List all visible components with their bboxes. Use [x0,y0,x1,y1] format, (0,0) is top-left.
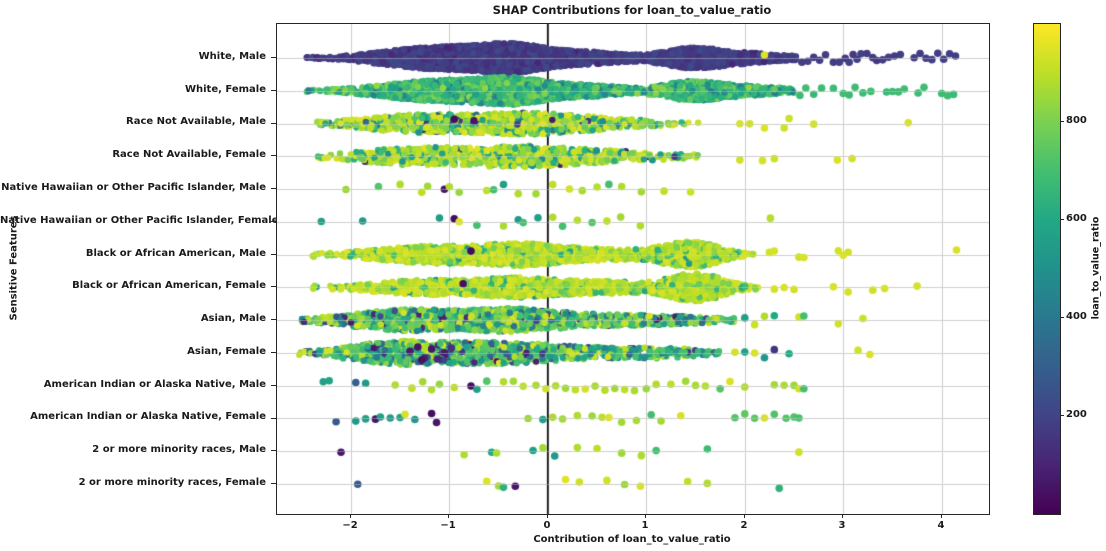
plot-area [276,23,990,515]
y-tick-mark [271,123,276,124]
y-tick-mark [271,352,276,353]
chart-title: SHAP Contributions for loan_to_value_rat… [492,3,772,17]
x-tick-mark [744,514,745,518]
y-tick-mark [271,90,276,91]
y-tick-mark [271,385,276,386]
x-tick-mark [547,514,548,518]
colorbar-tick-label: 600 [1066,213,1087,224]
category-label: Asian, Female [187,346,266,357]
x-tick-mark [448,514,449,518]
category-label: Race Not Available, Female [112,149,266,160]
x-tick-mark [842,514,843,518]
colorbar-tick-label: 800 [1066,115,1087,126]
y-tick-mark [271,188,276,189]
x-tick-label: 1 [641,520,649,531]
x-tick-label: −1 [440,520,456,531]
y-tick-mark [271,319,276,320]
x-tick-label: 4 [937,520,945,531]
colorbar-label: loan_to_value_ratio [1090,216,1102,320]
category-label: American Indian or Alaska Native, Female [30,411,266,422]
colorbar-gradient [1033,23,1061,515]
colorbar-tick-label: 400 [1066,311,1087,322]
beeswarm-canvas [277,24,989,514]
category-label: Native Hawaiian or Other Pacific Islande… [0,215,279,226]
y-tick-mark [271,57,276,58]
y-axis-label: Sensitive Features [8,215,20,321]
x-tick-mark [350,514,351,518]
y-tick-mark [271,254,276,255]
category-label: 2 or more minority races, Male [92,444,266,455]
category-label: Black or African American, Female [72,280,266,291]
x-tick-mark [941,514,942,518]
colorbar-tick-mark [1060,121,1064,122]
category-label: 2 or more minority races, Female [78,477,266,488]
y-tick-mark [271,221,276,222]
category-label: Black or African American, Male [85,248,266,259]
y-tick-mark [271,483,276,484]
x-tick-mark [645,514,646,518]
category-label: Asian, Male [200,313,266,324]
category-label: American Indian or Alaska Native, Male [43,379,266,390]
x-tick-label: 0 [543,520,551,531]
colorbar-tick-mark [1060,317,1064,318]
x-tick-label: 3 [838,520,846,531]
colorbar-tick-mark [1060,415,1064,416]
y-tick-mark [271,450,276,451]
category-label: Native Hawaiian or Other Pacific Islande… [1,182,266,193]
y-tick-mark [271,286,276,287]
category-label: White, Female [184,84,266,95]
colorbar-tick-label: 200 [1066,409,1087,420]
x-tick-label: −2 [342,520,358,531]
category-label: Race Not Available, Male [126,116,266,127]
y-tick-mark [271,155,276,156]
category-label: White, Male [198,51,266,62]
x-tick-label: 2 [740,520,748,531]
x-axis-label: Contribution of loan_to_value_ratio [533,534,731,545]
y-tick-mark [271,418,276,419]
colorbar-tick-mark [1060,219,1064,220]
